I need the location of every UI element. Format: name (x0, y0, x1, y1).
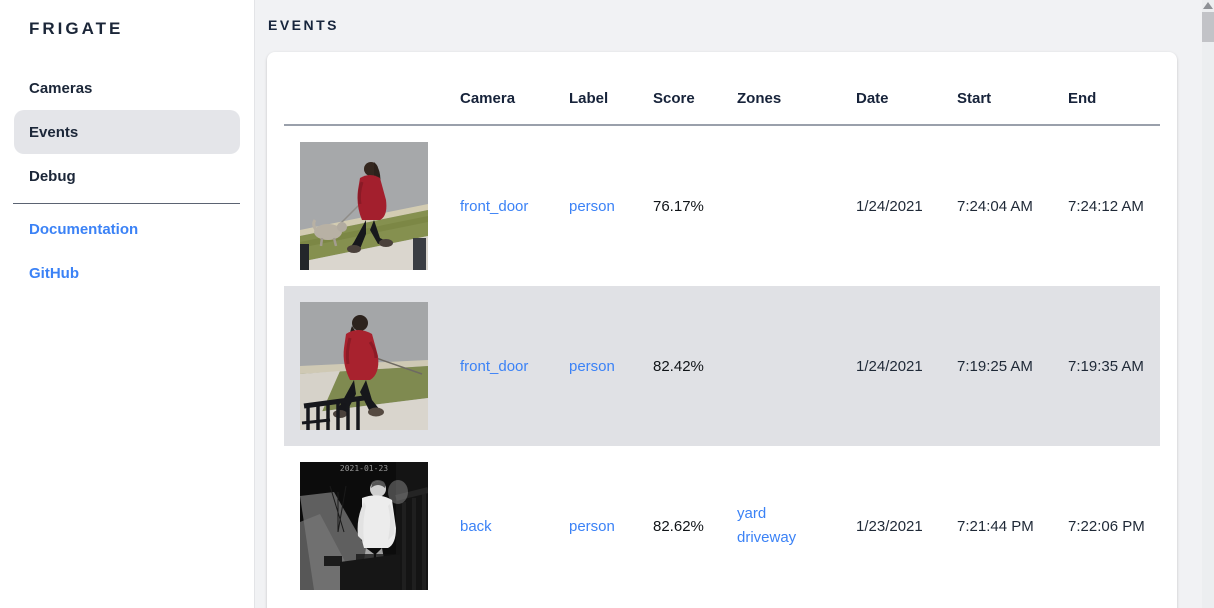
event-label-link[interactable]: person (569, 197, 615, 215)
sidebar-link-label: Documentation (29, 220, 139, 238)
event-start-time: 7:19:25 AM (957, 357, 1033, 375)
column-header-end: End (1068, 90, 1097, 107)
event-thumbnail[interactable] (284, 142, 460, 270)
column-header-label: Label (569, 90, 609, 107)
event-label-cell: person (569, 198, 653, 215)
event-date: 1/24/2021 (856, 197, 923, 215)
sidebar-link-label: GitHub (29, 264, 79, 282)
sidebar-item-events[interactable]: Events (14, 110, 240, 154)
sidebar-link-github[interactable]: GitHub (14, 251, 240, 295)
event-end-time: 7:22:06 PM (1068, 517, 1145, 535)
thumbnail-image-person-night: 2021-01-23 (300, 462, 428, 590)
table-header-row: Camera Label Score Zones Date Start End (284, 52, 1160, 126)
thumbnail-image-person-red-hoodie-dog (300, 302, 428, 430)
page-title: EVENTS (268, 17, 340, 33)
table-row[interactable]: front_door person 76.17% 1/24/2021 7:24:… (284, 126, 1160, 286)
column-header-date: Date (856, 90, 889, 107)
sidebar-nav: Cameras Events Debug (0, 66, 254, 198)
sidebar-divider (13, 203, 240, 204)
scroll-up-arrow-icon[interactable] (1203, 2, 1213, 9)
column-header-start: Start (957, 90, 992, 107)
thumbnail-image-person-red-coat-dog (300, 142, 428, 270)
event-zone-link[interactable]: yard (737, 505, 767, 522)
column-header-zones: Zones (737, 90, 782, 107)
event-label-cell: person (569, 518, 653, 535)
event-start-time: 7:24:04 AM (957, 197, 1033, 215)
sidebar-item-debug[interactable]: Debug (14, 154, 240, 198)
sidebar: FRIGATE Cameras Events Debug Documentati… (0, 0, 255, 608)
event-camera-link[interactable]: front_door (460, 357, 529, 375)
scrollbar-thumb[interactable] (1202, 12, 1214, 42)
event-start-time: 7:21:44 PM (957, 517, 1034, 535)
event-thumbnail[interactable]: 2021-01-23 (284, 462, 460, 590)
event-zone-link[interactable]: driveway (737, 529, 797, 546)
event-label-link[interactable]: person (569, 517, 615, 535)
table-row[interactable]: 2021-01-23 back person 82.62% yard drive… (284, 446, 1160, 606)
sidebar-item-label: Debug (29, 167, 76, 185)
column-header-camera: Camera (460, 90, 516, 107)
events-card: Camera Label Score Zones Date Start End (267, 52, 1177, 608)
event-zones-cell: yard driveway (737, 502, 856, 550)
event-score: 76.17% (653, 197, 704, 215)
column-header-score: Score (653, 90, 695, 107)
event-score: 82.42% (653, 357, 704, 375)
event-camera-cell: front_door (460, 198, 569, 215)
app-title: FRIGATE (29, 19, 124, 38)
event-label-link[interactable]: person (569, 357, 615, 375)
vertical-scrollbar[interactable] (1202, 0, 1214, 608)
sidebar-item-label: Events (29, 123, 79, 141)
sidebar-item-cameras[interactable]: Cameras (14, 66, 240, 110)
event-camera-cell: front_door (460, 358, 569, 375)
sidebar-item-label: Cameras (29, 79, 93, 97)
thumbnail-timestamp-overlay: 2021-01-23 (340, 464, 388, 473)
event-label-cell: person (569, 358, 653, 375)
event-camera-link[interactable]: back (460, 517, 492, 535)
event-date: 1/23/2021 (856, 517, 923, 535)
event-end-time: 7:19:35 AM (1068, 357, 1144, 375)
column-header-thumbnail (284, 107, 460, 124)
event-score: 82.62% (653, 517, 704, 535)
table-row[interactable]: front_door person 82.42% 1/24/2021 7:19:… (284, 286, 1160, 446)
event-thumbnail[interactable] (284, 302, 460, 430)
event-end-time: 7:24:12 AM (1068, 197, 1144, 215)
sidebar-link-documentation[interactable]: Documentation (14, 207, 240, 251)
event-camera-cell: back (460, 518, 569, 535)
event-date: 1/24/2021 (856, 357, 923, 375)
event-camera-link[interactable]: front_door (460, 197, 529, 215)
main-content: EVENTS Camera Label Score Zones Date Sta… (255, 0, 1202, 608)
